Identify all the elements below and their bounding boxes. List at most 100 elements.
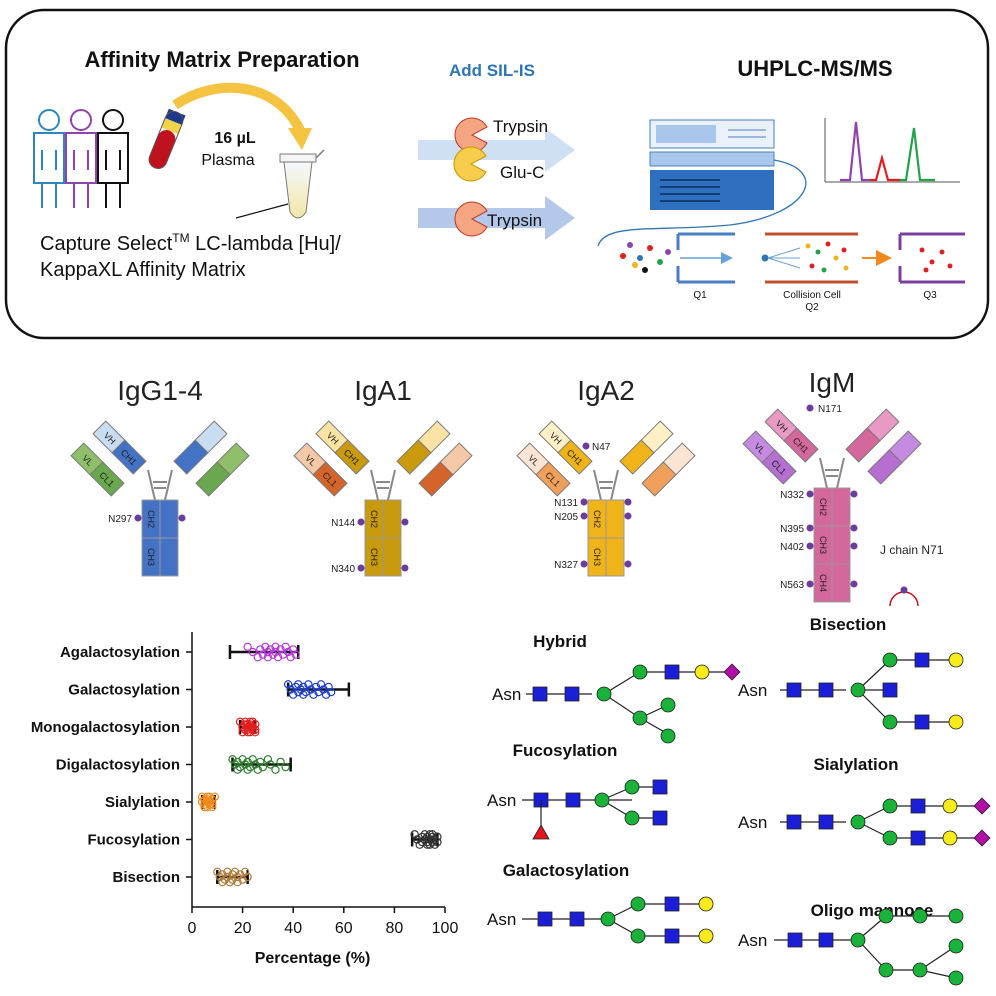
category-label: Galactosylation: [68, 682, 180, 699]
data-point: [433, 837, 442, 847]
data-point: [283, 680, 293, 689]
volume-label: 16 µL: [214, 130, 255, 147]
series-sialylation: [197, 792, 219, 812]
galactose-circle: [948, 714, 964, 730]
data-point: [420, 835, 429, 844]
domain-cl1-right-box: [641, 461, 677, 497]
data-point: [304, 680, 313, 689]
matrix-label-line1: Capture SelectTM LC-lambda [Hu]/: [40, 231, 341, 255]
domain-cl1: CL1: [761, 449, 797, 485]
domain-ch1-box: [557, 439, 593, 475]
glycosite-dot: [850, 542, 858, 550]
data-point: [299, 682, 308, 692]
data-point: [251, 728, 260, 737]
data-point: [235, 717, 245, 727]
data-point: [251, 725, 260, 734]
category-label: Sialylation: [105, 794, 180, 811]
hinge-line: [836, 457, 845, 489]
j-chain-label: J chain N71: [880, 543, 944, 557]
glycosite-dot: [624, 498, 632, 506]
series-galactosylation: [283, 680, 351, 699]
data-point: [243, 757, 252, 767]
domain-cl1-right: [867, 449, 903, 485]
glcnac-square: [652, 810, 668, 826]
glycosite-dot: [401, 564, 409, 572]
mannose-circle: [882, 830, 898, 846]
series-fucosylation: [410, 830, 442, 849]
data-point: [248, 755, 257, 764]
galactose-circle: [942, 830, 958, 846]
data-point: [240, 867, 250, 877]
glycosite-dot: [401, 518, 409, 526]
data-point: [205, 797, 214, 807]
galactose-circle: [698, 896, 714, 912]
data-point: [299, 690, 308, 699]
data-point: [248, 722, 257, 732]
asn-label: Asn: [738, 931, 767, 950]
mannose-circle: [596, 686, 612, 702]
data-point: [276, 757, 285, 767]
data-point: [423, 832, 432, 842]
fc-domain-right: [159, 499, 179, 539]
data-point: [263, 755, 273, 764]
glycan-hybrid: Hybrid Asn: [492, 632, 741, 744]
domain-ch1-right-box: [845, 427, 881, 463]
data-point: [271, 642, 280, 652]
glycan-title: Oligo mannose: [811, 901, 934, 920]
glycosidic-bond: [857, 689, 891, 723]
glycosite-dot: [624, 560, 632, 568]
hinge-line: [387, 469, 396, 501]
glcnac-square: [664, 896, 680, 912]
data-point: [205, 792, 214, 802]
j-chain-icon: [889, 591, 919, 607]
domain-cl1: CL1: [89, 461, 125, 497]
data-point: [248, 717, 257, 727]
glcnac-square: [818, 682, 834, 698]
data-point: [210, 792, 219, 802]
glycan-title: Sialylation: [813, 755, 898, 774]
person-icon: [97, 109, 129, 208]
data-point: [208, 803, 217, 812]
trypsin-label: Trypsin: [493, 117, 548, 136]
data-point: [294, 680, 303, 689]
asn-label: Asn: [738, 813, 767, 832]
q3-quadrupole: [898, 232, 965, 284]
glycan-title: Bisection: [810, 615, 887, 634]
glycan-oligomannose: Oligo mannose Asn: [738, 901, 964, 986]
hinge-line: [164, 469, 173, 501]
data-point: [289, 645, 298, 654]
data-point: [301, 687, 311, 697]
glycosite-label: N205: [554, 512, 578, 523]
fc-domain-right: [159, 537, 179, 577]
uhplc-instrument-icon: [649, 119, 775, 210]
domain-ch1-box: [111, 439, 147, 475]
mannose-circle: [594, 792, 610, 808]
data-point: [430, 840, 440, 849]
data-point: [306, 685, 316, 694]
mannose-circle: [948, 908, 964, 924]
data-point: [243, 642, 252, 652]
mannose-circle: [660, 697, 676, 713]
glycan-title: Hybrid: [533, 632, 587, 651]
data-point: [263, 653, 273, 662]
domain-cl1-box: [89, 461, 125, 497]
glycan-title: Fucosylation: [513, 741, 618, 760]
mannose-circle: [632, 710, 648, 726]
domain-ch1: CH1: [111, 439, 147, 475]
data-point: [261, 642, 270, 652]
x-tick-label: 60: [335, 920, 353, 937]
mannose-circle: [912, 908, 928, 924]
fc-domain-label: CH3: [592, 548, 602, 566]
data-point: [425, 835, 435, 844]
data-point: [253, 653, 262, 662]
domain-ch1-right: [396, 439, 432, 475]
glcnac-square: [652, 779, 668, 795]
domain-ch1-right: [619, 439, 655, 475]
data-point: [278, 650, 288, 659]
data-point: [243, 765, 252, 774]
fc-domain-label: CH2: [369, 510, 379, 528]
data-point: [271, 765, 280, 774]
fucose-triangle: [532, 824, 550, 840]
